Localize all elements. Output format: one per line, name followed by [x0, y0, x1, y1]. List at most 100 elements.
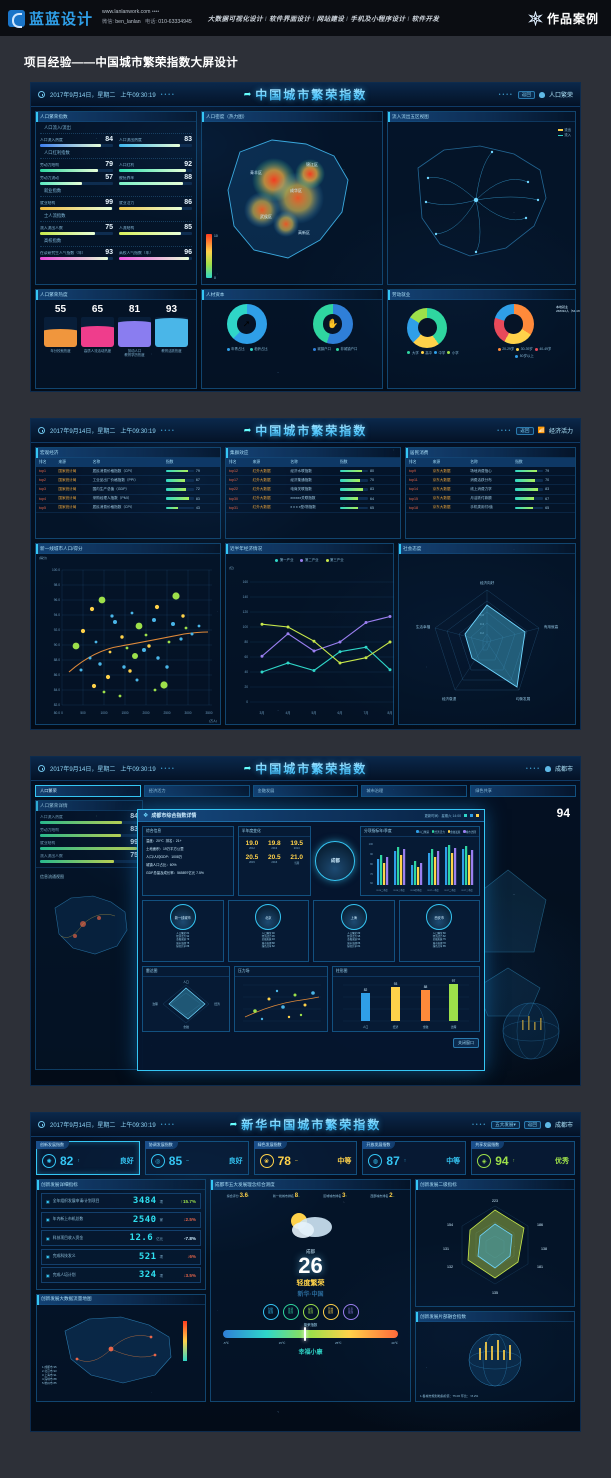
globe-bars-svg[interactable]: [449, 1324, 541, 1392]
modal-bar-svg[interactable]: 82 93 88 97 人口 经济 金融 治理: [333, 977, 475, 1031]
rank-table[interactable]: 排名 来源 名称 指数 top9 京东大数据 场地消费指心 79 top11 京东大数据 消费活跃分…: [406, 458, 575, 513]
table-row[interactable]: top11 京东大数据 消费活跃分布 70: [406, 475, 575, 486]
stat-value: 3.6: [239, 1193, 248, 1199]
nav-item-3[interactable]: 手机及小程序设计: [350, 16, 406, 23]
city-comparison-card[interactable]: 北京 人口繁荣 90 经济活力 96 金融发展 93 城市治理 88 绿色共享 82: [227, 900, 309, 962]
gauge-title: 繁荣指数: [303, 1323, 318, 1327]
nav-item-1[interactable]: 软件界面设计: [269, 16, 311, 23]
concept-badge-0[interactable]: 创新 发展: [262, 1304, 279, 1320]
tab-0[interactable]: 人口繁荣: [35, 785, 141, 797]
center-stat: 区域城市排名 3↑: [323, 1193, 347, 1199]
city-label[interactable]: 成都市: [554, 1123, 573, 1129]
index-card[interactable]: 创新发展指数 ✺ 82 ↑ 良好: [36, 1141, 140, 1175]
table-row[interactable]: top2 国家统计局 工业品出厂价格指数（PPI） 67: [36, 475, 220, 486]
concept-select[interactable]: 五大发展▾: [491, 1120, 520, 1129]
city-comparison-card[interactable]: 新一线城市 人口繁荣 84 经济活力 92 金融发展 79 城市治理 75 绿色共享 88: [142, 900, 224, 962]
back-button[interactable]: 返回: [516, 426, 534, 435]
concept-badge-2[interactable]: 绿色 发展: [302, 1304, 319, 1320]
weather-icon: [290, 1213, 332, 1238]
china-flow-map[interactable]: [388, 122, 573, 284]
tab-3[interactable]: 城市治理: [361, 785, 468, 797]
line-legend[interactable]: 第一产业 第二产业 第三产业: [226, 554, 393, 565]
modal-scatter-svg[interactable]: [235, 977, 327, 1031]
scatter-svg[interactable]: 100.098.096.0 94.092.090.0 88.086.084.0 …: [36, 554, 222, 724]
population-density-map[interactable]: 人口密度（热力图）: [201, 111, 383, 285]
concept-badge-1[interactable]: 协调 发展: [282, 1304, 299, 1320]
heat-cup[interactable]: 65 高质人流活动热度: [81, 304, 114, 358]
migration-flow-map[interactable]: 流入流出五区视图: [387, 111, 576, 285]
metric-row: 人口流入热度 84 人口流出热度 83: [36, 134, 196, 147]
module-label[interactable]: 经济活力: [548, 429, 573, 435]
nav-item-0[interactable]: 大数据可视化设计: [207, 16, 263, 23]
table-row[interactable]: top9 京东大数据 场地消费指心 79: [406, 467, 575, 477]
brand-logo[interactable]: 蓝蓝设计: [8, 8, 93, 29]
modal-bar-chart[interactable]: 100 90 80 70 60 2016二季度 2016三季度 2016四季度: [361, 837, 479, 895]
index-card[interactable]: 绿色发展指数 ❀ 78– 中等: [253, 1141, 358, 1175]
heat-cup[interactable]: 55 年分校就热度: [44, 304, 77, 358]
table-row[interactable]: top30 红外大数据 xxxxxx关联指数 64: [226, 494, 400, 504]
clock-icon: [38, 1121, 45, 1128]
nav-item-4[interactable]: 软件开发: [411, 16, 440, 23]
index-cards-row[interactable]: 创新发展指数 ✺ 82 ↑ 良好 协调发展指数 ◎ 85– 良好 绿色发展指数 ❀ 78– 中等 开放发展…: [31, 1137, 580, 1179]
innovation-flow-map[interactable]: [37, 1305, 205, 1389]
city-tabs[interactable]: 人口繁荣 经济活力 金融发展 城市治理 绿色共享: [31, 781, 580, 797]
donut-age-structure[interactable]: [493, 304, 534, 344]
table-row[interactable]: top12 红外大数据 经济水联指数 80: [226, 467, 400, 477]
legend-item[interactable]: 第三产业: [330, 558, 344, 562]
index-card[interactable]: 协调发展指数 ◎ 85– 良好: [144, 1141, 249, 1175]
chengdu-heatmap[interactable]: 青羊区 锦江区 武侯区 高新区 成华区: [202, 122, 384, 284]
stat-unit: 项: [159, 1273, 163, 1278]
nav-item-2[interactable]: 网站建设: [316, 16, 345, 23]
table-row[interactable]: top17 红外大数据 经济集通指数 70: [226, 475, 400, 486]
table-row[interactable]: top5 国家统计局 居民消费价格指数（CPI） 43: [36, 503, 220, 513]
city-label[interactable]: 成都市: [554, 767, 573, 773]
dashboard-five-concepts: 2017年9月14日，星期二 上午09:30:19 •••• ➦ 新华中国城市繁…: [30, 1112, 581, 1432]
cup-value: 55: [54, 304, 67, 315]
rank-table[interactable]: 排名 来源 名称 指数 top1 国家统计局 居民消费价格指数（CPI） 79 top2 国家统计…: [36, 458, 220, 513]
table-row[interactable]: top31 红外大数据 x x x x型/物指数 65: [226, 503, 400, 513]
legend-item[interactable]: 第一产业: [279, 558, 294, 562]
donut-household-structure[interactable]: ✋: [312, 304, 353, 344]
rank-table[interactable]: 排名 来源 名称 指数 top12 红外大数据 经济水联指数 80 top17 红外大数据 经济集通…: [226, 458, 400, 513]
heat-cup[interactable]: 81 劳动人口 教育学历热度: [118, 304, 151, 358]
prosperity-gauge[interactable]: [223, 1327, 398, 1341]
tab-4[interactable]: 绿色共享: [470, 785, 576, 797]
cup-liquid: [118, 321, 151, 347]
mini-china-map[interactable]: [37, 884, 141, 962]
donut-population-dividend[interactable]: ➚: [226, 304, 267, 344]
index-card[interactable]: 开放发展指数 ◍ 87 ↑ 中等: [362, 1141, 467, 1175]
table-row[interactable]: top4 国家统计局 采购经理人指数（PMI） 83: [36, 494, 220, 504]
city-comparison-card[interactable]: 上海 人口繁荣 89 经济活力 95 金融发展 94 城市治理 86 绿色共享 84: [313, 900, 395, 962]
metric-track: [119, 182, 192, 185]
table-row[interactable]: top14 京东大数据 线上消费力学 83: [406, 484, 575, 495]
table-row[interactable]: top22 红外大数据 电商关联指数 83: [226, 484, 400, 495]
legend-item[interactable]: 第二产业: [304, 558, 319, 562]
back-button[interactable]: 返回: [523, 1120, 541, 1129]
stat-value: 3484: [132, 1196, 157, 1206]
concept-badge-4[interactable]: 共享 发展: [342, 1304, 359, 1320]
table-row[interactable]: top18 京东大数据 手机类用付/值 65: [406, 503, 575, 513]
tab-2[interactable]: 金融发展: [252, 785, 359, 797]
case-logo[interactable]: 作品案例: [528, 10, 603, 27]
heat-cup[interactable]: 93 教育活跃热度: [155, 304, 188, 358]
line-svg[interactable]: 160 140 120 100 80 60 40 20 0 3月 4月 5月 6月 7月 8月: [226, 572, 402, 722]
table-row[interactable]: top15 京东大数据 月活跃付款额 67: [406, 494, 575, 504]
index-card[interactable]: 共享发展指数 ◈ 94 ↑ 优秀: [471, 1141, 575, 1175]
back-button[interactable]: 返回: [517, 90, 535, 99]
table-row[interactable]: top3 国家统计局 国内生产总值（GDP） 72: [36, 484, 220, 495]
cell-value: 83: [337, 484, 400, 495]
tab-1[interactable]: 经济活力: [143, 785, 250, 797]
concept-badge-3[interactable]: 开放 发展: [322, 1304, 339, 1320]
website-url[interactable]: www.lanlanwork.com: [102, 9, 151, 16]
module-label[interactable]: 人口繁荣: [548, 93, 573, 99]
second-radar-svg[interactable]: 223 186 181 135 132 154 138 131: [416, 1190, 574, 1306]
table-row[interactable]: top1 国家统计局 居民消费价格指数（CPI） 79: [36, 467, 220, 477]
city-detail-modal[interactable]: ❖ 成都市综合指数详情 更新时间：星期六 14:00 综合信息 温度：20℃ 排…: [137, 809, 485, 1071]
city-comparison-card[interactable]: 西安市 人口繁荣 80 经济活力 82 金融发展 76 城市治理 78 绿色共享 85: [398, 900, 480, 962]
close-window-button[interactable]: 关闭窗口: [453, 1038, 479, 1048]
concept-badges[interactable]: 创新 发展 协调 发展 绿色 发展 开放 发展 共享 发展: [211, 1302, 410, 1322]
site-nav[interactable]: 大数据可视化设计 / 软件界面设计 / 网站建设 / 手机及小程序设计 / 软件开发: [207, 16, 440, 23]
donut-education-structure[interactable]: [407, 307, 448, 348]
